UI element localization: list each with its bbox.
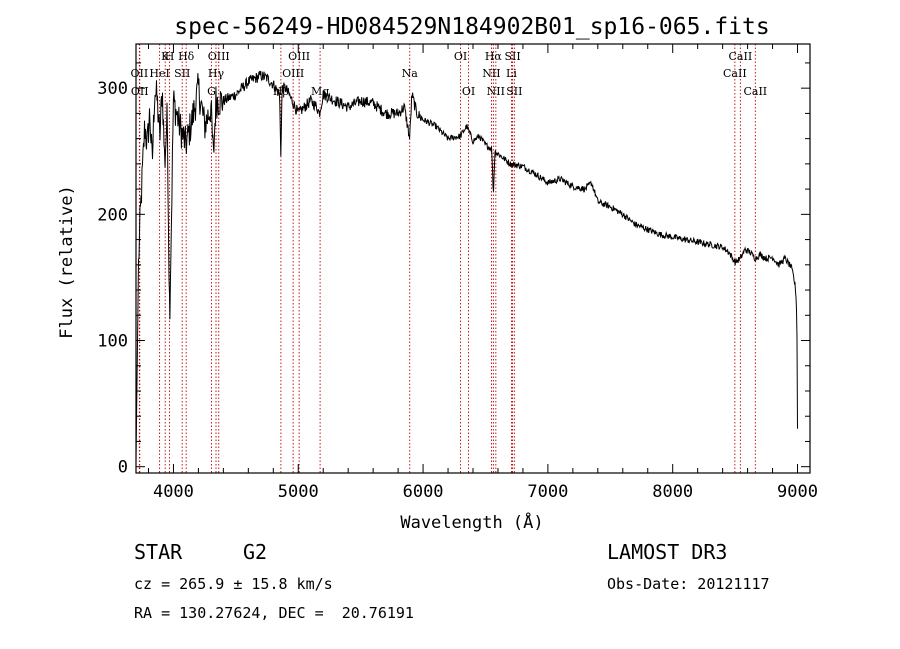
spectral-line-label: Na [402, 67, 419, 80]
spectral-line-label: CaII [743, 85, 767, 98]
y-tick-label: 0 [118, 458, 128, 478]
x-tick-label: 4000 [153, 482, 194, 502]
chart-title: spec-56249-HD084529N184902B01_sp16-065.f… [174, 14, 769, 40]
spectral-line-label: OII [131, 85, 149, 98]
coordinates: RA = 130.27624, DEC = 20.76191 [134, 604, 414, 622]
redshift-velocity: cz = 265.9 ± 15.8 km/s [134, 575, 333, 593]
spectral-line-label: OIII [208, 50, 230, 63]
spectrum-line [135, 70, 798, 461]
spectral-line-label: CaII [729, 50, 753, 63]
spectral-line-label: Hα [485, 50, 503, 63]
spectral-line-label: SII [506, 85, 522, 98]
plot-frame [135, 43, 811, 474]
spectral-line-label: Hγ [208, 67, 225, 80]
object-class: STAR [134, 540, 183, 564]
spectral-line-label: H [165, 50, 175, 63]
x-tick-label: 5000 [278, 482, 319, 502]
spectral-lines-layer [138, 44, 756, 473]
x-tick-label: 9000 [777, 482, 818, 502]
y-axis-label: Flux (relative) [57, 185, 77, 339]
spectral-line-label: OIII [282, 67, 304, 80]
observation-date: Obs-Date: 20121117 [607, 575, 770, 593]
spectral-line-label: OIII [288, 50, 310, 63]
axis-ticks: 4000 5000 6000 7000 8000 9000 0 100 200 300 [97, 44, 818, 502]
spectral-line-label: OII [131, 67, 149, 80]
spectral-line-label: Li [506, 67, 517, 80]
spectral-line-label: NII [487, 85, 505, 98]
y-tick-label: 100 [97, 332, 128, 352]
survey-name: LAMOST DR3 [607, 540, 728, 564]
x-tick-label: 8000 [652, 482, 693, 502]
y-tick-label: 300 [97, 79, 128, 99]
spectral-line-label: NII [482, 67, 500, 80]
spectral-line-label: HeI [149, 67, 169, 80]
spectral-line-label: SII [504, 50, 520, 63]
spectral-line-label: OI [454, 50, 467, 63]
spectral-line-label: CaII [723, 67, 747, 80]
spectral-line-label: K [161, 50, 170, 63]
x-tick-label: 7000 [527, 482, 568, 502]
spectral-line-label: OI [462, 85, 475, 98]
x-tick-label: 6000 [403, 482, 444, 502]
object-subclass: G2 [243, 540, 268, 564]
spectral-line-label: Hδ [178, 50, 195, 63]
y-tick-label: 200 [97, 205, 128, 225]
spectral-line-label: G [207, 85, 216, 98]
spectral-line-label: SII [174, 67, 190, 80]
x-axis-label: Wavelength (Å) [400, 511, 543, 533]
